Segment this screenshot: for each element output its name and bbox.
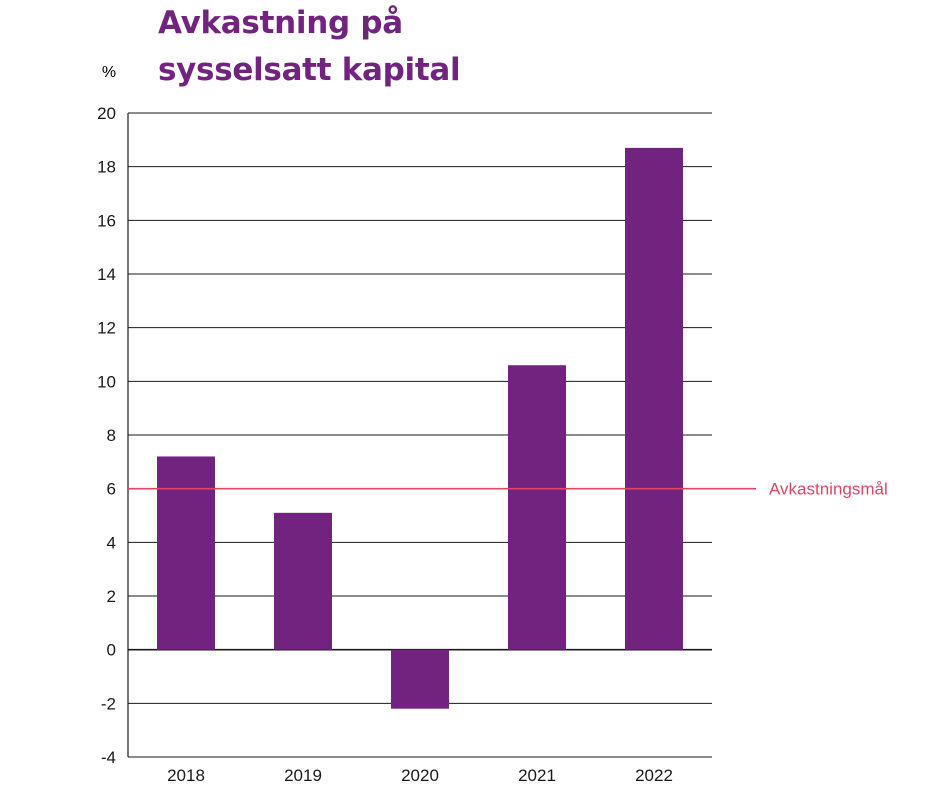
x-tick-label: 2020 — [401, 766, 439, 785]
y-tick-label: 4 — [107, 533, 116, 552]
y-tick-label: 20 — [97, 104, 116, 123]
chart-title-line-1: Avkastning på — [158, 5, 403, 41]
chart-title: Avkastning på sysselsatt kapital — [158, 0, 461, 94]
x-tick-label: 2019 — [284, 766, 322, 785]
y-tick-label: 16 — [97, 211, 116, 230]
target-line-label: Avkastningsmål — [769, 480, 888, 499]
bar-2022 — [625, 147, 683, 650]
y-tick-label: -2 — [101, 694, 116, 713]
x-axis-tick-labels: 2018 2019 2020 2021 2022 — [167, 766, 673, 785]
bar-2020 — [391, 649, 449, 709]
y-tick-label: 14 — [97, 265, 116, 284]
y-tick-label: 10 — [97, 372, 116, 391]
x-tick-label: 2021 — [518, 766, 556, 785]
y-axis-unit-label: % — [102, 64, 116, 81]
y-tick-label: 12 — [97, 319, 116, 338]
x-tick-label: 2022 — [635, 766, 673, 785]
y-tick-label: 18 — [97, 158, 116, 177]
x-tick-label: 2018 — [167, 766, 205, 785]
bars — [157, 147, 683, 709]
y-tick-label: 0 — [107, 641, 116, 660]
y-tick-label: 2 — [107, 587, 116, 606]
y-tick-label: 8 — [107, 426, 116, 445]
y-tick-label: -4 — [101, 748, 116, 767]
bar-2019 — [274, 512, 332, 650]
bar-2021 — [508, 365, 566, 650]
chart-title-line-2: sysselsatt kapital — [158, 52, 461, 88]
reference-line: Avkastningsmål — [128, 480, 888, 499]
bar-2018 — [157, 456, 215, 650]
y-tick-label: 6 — [107, 480, 116, 499]
